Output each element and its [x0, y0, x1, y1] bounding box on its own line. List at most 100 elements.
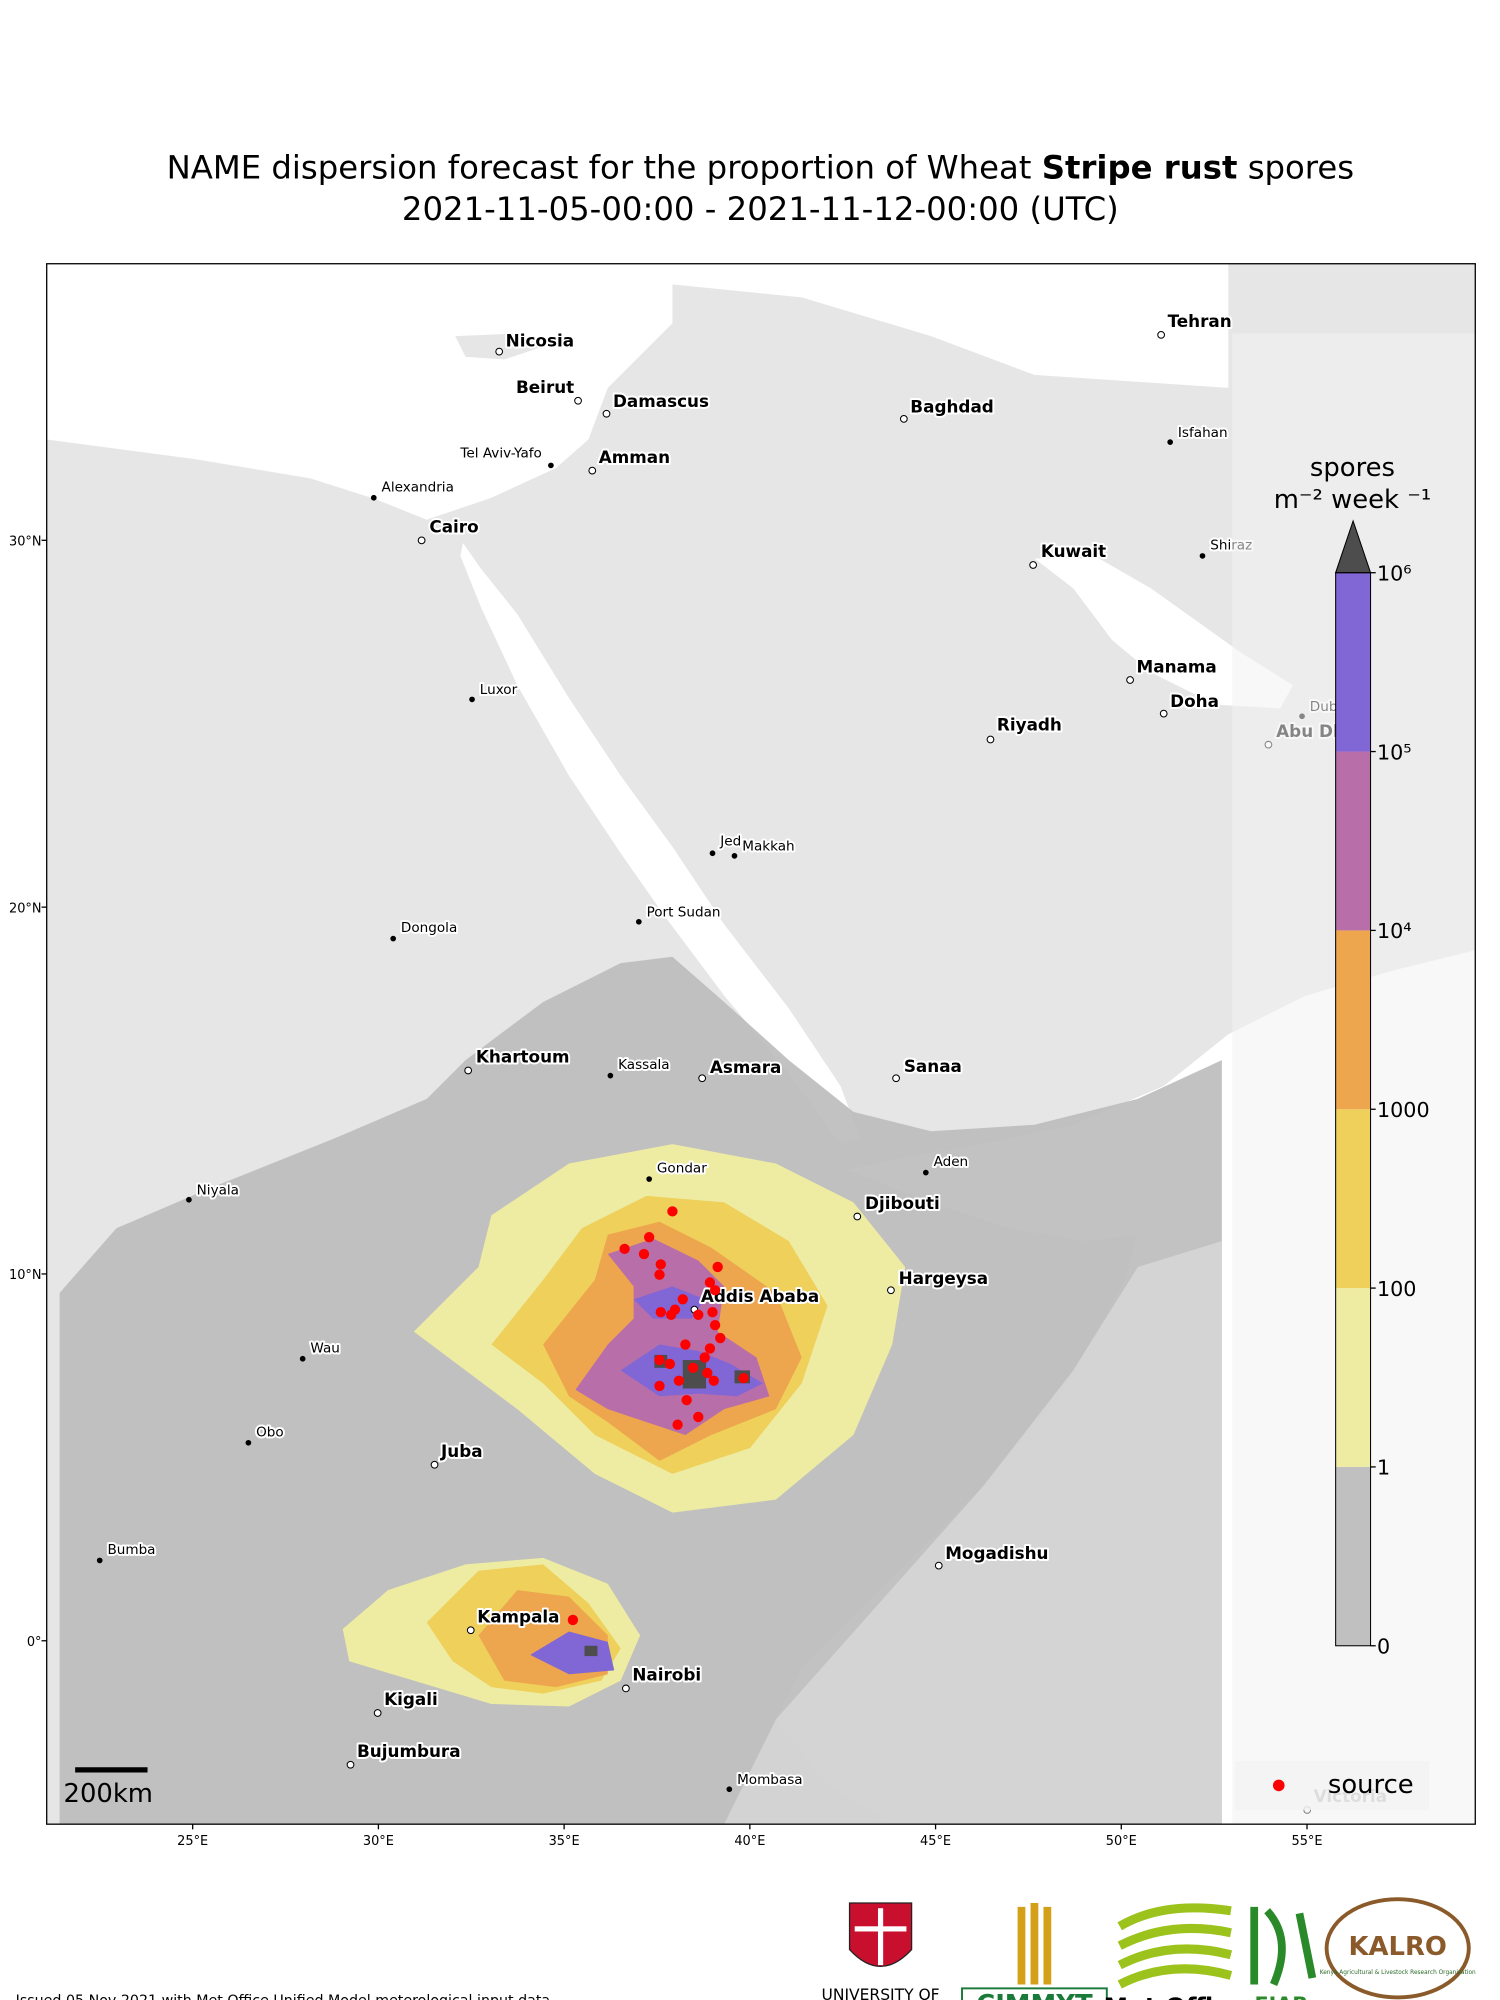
subtitle: 2021-11-05-00:00 - 2021-11-12-00:00 (UTC… — [402, 190, 1119, 228]
city-marker — [934, 1561, 943, 1570]
city-label: Khartoum — [476, 1047, 570, 1067]
city-label: Gondar — [657, 1161, 707, 1177]
city-marker — [245, 1439, 252, 1446]
city-marker — [602, 409, 611, 418]
city-marker — [1157, 330, 1165, 339]
city-marker — [390, 935, 397, 942]
source-marker — [681, 1394, 692, 1406]
logo-text: EIAR — [1254, 1993, 1308, 2000]
city-label: Damascus — [613, 391, 709, 411]
colorbar-band — [1335, 1466, 1371, 1646]
city-label: Wau — [310, 1340, 339, 1356]
source-marker — [665, 1309, 677, 1320]
domain-low — [724, 1241, 1222, 1825]
city-marker — [1167, 439, 1174, 445]
source-marker — [654, 1354, 665, 1366]
source-marker — [707, 1307, 718, 1318]
city-label: Bujumbura — [357, 1741, 461, 1761]
city-marker — [417, 536, 426, 545]
city-marker — [186, 1196, 192, 1203]
kalro-ring — [1324, 1897, 1471, 2000]
city-marker — [731, 853, 738, 859]
city-marker — [574, 396, 582, 405]
scale-bar-label: 200km — [64, 1779, 153, 1809]
cimmyt-wheat — [1017, 1903, 1052, 1985]
city-label: Obo — [256, 1424, 284, 1440]
city-label: Alexandria — [382, 479, 454, 495]
cimmyt-box — [961, 1987, 1108, 2000]
city-label: Kampala — [477, 1606, 559, 1626]
city-marker — [299, 1355, 306, 1362]
city-marker — [370, 494, 377, 501]
logos: UNIVERSITY OF CAMBRIDGE CIMMYT Met Offic… — [822, 1897, 1476, 2000]
logo-text: UNIVERSITY OF — [822, 1986, 940, 2000]
colorbar-tick-label: 10⁴ — [1377, 919, 1412, 943]
city-marker — [469, 696, 475, 703]
city-label: Aden — [934, 1154, 969, 1170]
source-marker — [655, 1259, 666, 1270]
title: NAME dispersion forecast for the proport… — [167, 148, 1355, 186]
source-marker — [699, 1352, 710, 1363]
city-label: Nicosia — [506, 330, 574, 350]
source-marker — [702, 1367, 713, 1379]
persian-gulf — [1034, 558, 1293, 709]
city-marker — [726, 1786, 733, 1793]
black-sea-caspian — [46, 263, 1229, 388]
city-marker — [430, 1460, 439, 1469]
source-marker — [673, 1375, 685, 1386]
colorbar-band — [1335, 572, 1371, 752]
colorbar-band — [1335, 751, 1371, 931]
city-marker — [887, 1286, 895, 1295]
colorbar-tick-label: 0 — [1377, 1635, 1390, 1659]
source-marker — [567, 1614, 579, 1626]
sources — [567, 1206, 749, 1626]
colorbar-band — [1335, 1288, 1371, 1467]
city-marker — [464, 1066, 473, 1075]
eiar-emblem — [1250, 1906, 1317, 1987]
city-label: Doha — [1170, 691, 1219, 711]
source-marker — [680, 1339, 691, 1350]
city-label: Bumba — [107, 1542, 155, 1558]
x-tick-label: 55°E — [1291, 1834, 1322, 1849]
city-label: Baghdad — [910, 396, 994, 416]
x-tick-label: 35°E — [549, 1834, 580, 1849]
source-marker — [715, 1332, 726, 1344]
city-marker — [922, 1169, 929, 1176]
city-marker — [607, 1072, 614, 1079]
axes: 25°E 30°E 35°E 40°E 45°E 50°E 55°E 0° 10°N 20°N 30… — [9, 534, 1323, 1848]
city-marker — [622, 1684, 630, 1693]
source-marker — [709, 1319, 721, 1331]
source-marker — [709, 1285, 721, 1296]
metoffice-waves — [1117, 1903, 1233, 1989]
x-tick-label: 30°E — [363, 1834, 394, 1849]
cambridge-cross — [877, 1908, 884, 1966]
colorbar-tick-label: 1 — [1377, 1456, 1390, 1480]
source-marker — [693, 1411, 704, 1423]
title-part: spores — [1248, 148, 1354, 186]
source-marker — [708, 1375, 719, 1386]
city-marker — [373, 1709, 382, 1717]
source-marker — [704, 1277, 716, 1288]
x-tick-label: 50°E — [1106, 1834, 1137, 1849]
city-label: Kigali — [384, 1689, 438, 1709]
city-marker — [1029, 561, 1038, 569]
city-marker — [853, 1212, 862, 1221]
city-marker — [1159, 709, 1168, 718]
colorbar-tick-label: 10⁶ — [1377, 561, 1412, 585]
city-label: Nairobi — [632, 1665, 701, 1685]
legend-marker — [1272, 1779, 1285, 1792]
city-marker — [709, 850, 716, 857]
source-marker — [712, 1261, 723, 1273]
city-label: Dongola — [401, 920, 457, 936]
map-frame — [46, 263, 1476, 1825]
colorbar-title: spores — [1310, 453, 1395, 483]
city-label: Kuwait — [1041, 541, 1106, 561]
plume-ethiopia — [413, 1144, 906, 1513]
city-label: Riyadh — [997, 714, 1062, 734]
city-label: Mombasa — [737, 1772, 803, 1788]
city-marker — [96, 1557, 103, 1564]
source-marker — [672, 1419, 683, 1430]
